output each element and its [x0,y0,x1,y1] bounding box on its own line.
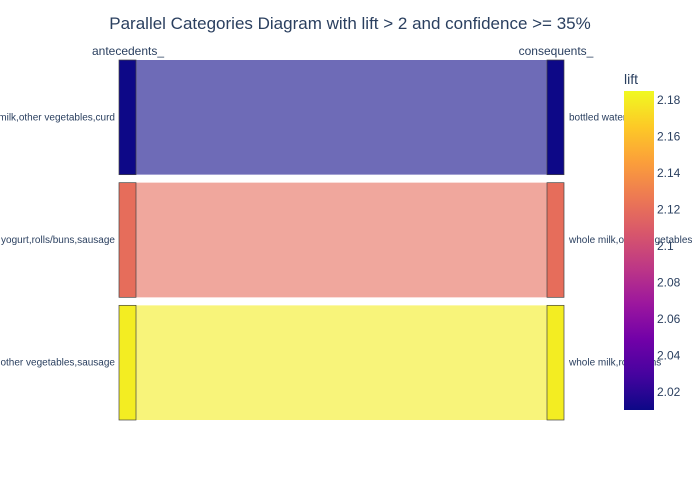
antecedent-bar-0[interactable] [118,59,137,176]
consequent-bar-1[interactable] [546,182,565,298]
consequent-label-0: bottled water [569,112,627,123]
colorbar-tick-label: 2.04 [657,348,681,362]
antecedent-label-0: whole milk,other vegetables,curd [0,112,115,123]
colorbar: lift 2.02 2.04 2.06 2.08 2.1 2.12 2.14 2.16 2.18 [624,71,681,410]
colorbar-tick-label: 2.16 [657,130,681,144]
category-bars [118,59,565,421]
consequent-bar-2[interactable] [546,304,565,421]
antecedent-bar-2[interactable] [118,304,137,421]
antecedents-dimension-label[interactable]: antecedents_ [92,44,164,58]
colorbar-tick-label: 2.18 [657,93,681,107]
antecedent-label-2: other vegetables,sausage [0,358,115,369]
colorbar-tick-label: 2.12 [657,202,681,216]
colorbar-tick-label: 2.14 [657,166,681,180]
chart-title: Parallel Categories Diagram with lift > … [109,14,590,33]
antecedent-label-1: yogurt,rolls/buns,sausage [1,235,115,246]
ribbons [136,60,547,420]
colorbar-tick-label: 2.06 [657,312,681,326]
colorbar-tick-label: 2.02 [657,385,681,399]
colorbar-title: lift [624,71,638,87]
consequents-dimension-label[interactable]: consequents_ [519,44,594,58]
colorbar-tick-label: 2.08 [657,275,681,289]
antecedent-bar-1[interactable] [118,182,137,298]
colorbar-ticks: 2.02 2.04 2.06 2.08 2.1 2.12 2.14 2.16 2.18 [657,93,681,399]
ribbon-1[interactable] [136,182,547,298]
colorbar-tick-label: 2.1 [657,239,674,253]
ribbon-2[interactable] [136,305,547,420]
colorbar-gradient [624,91,654,410]
ribbon-0[interactable] [136,60,547,175]
consequent-label-2: whole milk,rolls/buns [568,358,661,369]
consequent-bar-0[interactable] [546,59,565,176]
